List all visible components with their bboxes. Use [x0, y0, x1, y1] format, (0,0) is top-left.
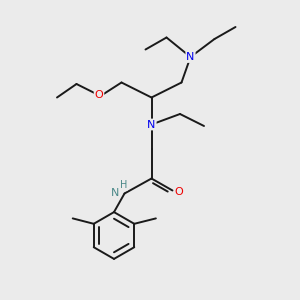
Text: O: O	[175, 187, 184, 197]
Text: N: N	[147, 119, 156, 130]
Text: H: H	[120, 180, 127, 190]
Text: O: O	[94, 89, 103, 100]
Text: N: N	[111, 188, 119, 198]
Text: N: N	[186, 52, 195, 62]
